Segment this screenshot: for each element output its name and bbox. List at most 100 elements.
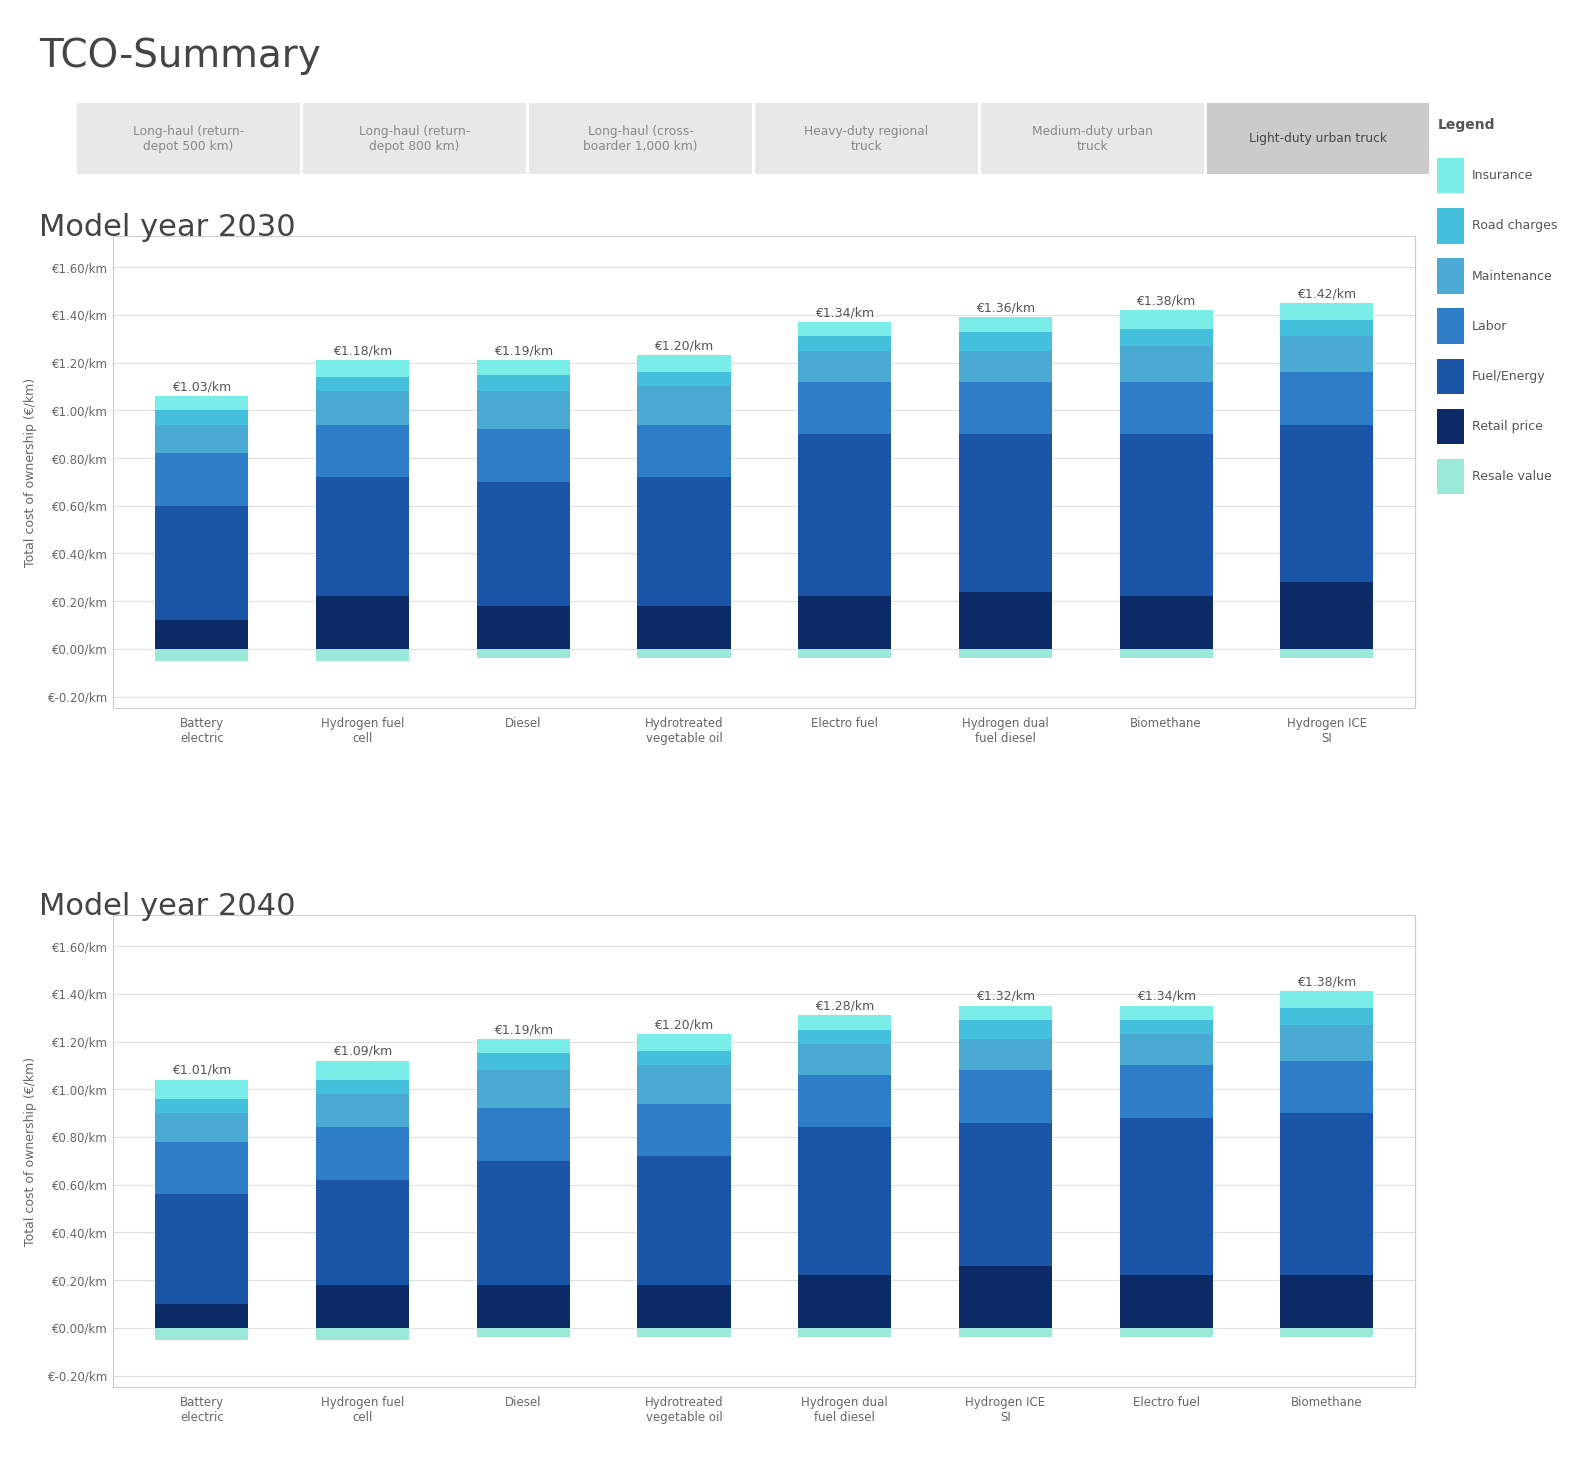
Bar [156, 396, 249, 410]
Bar [637, 1035, 731, 1051]
Text: €1.28/km: €1.28/km [815, 999, 875, 1013]
Bar [156, 410, 249, 425]
Bar [315, 376, 410, 391]
Text: Model year 2040: Model year 2040 [39, 892, 296, 921]
Text: Long-haul (return-
depot 500 km): Long-haul (return- depot 500 km) [132, 125, 244, 152]
Bar [958, 1020, 1053, 1039]
Bar [797, 1044, 892, 1075]
Bar [156, 1328, 249, 1340]
Bar [315, 1080, 410, 1094]
Bar [958, 382, 1053, 434]
Text: TCO-Summary: TCO-Summary [39, 37, 322, 75]
Text: €1.38/km: €1.38/km [1136, 294, 1196, 307]
Bar [1119, 345, 1214, 382]
Bar [476, 649, 571, 658]
Text: Road charges: Road charges [1472, 220, 1557, 232]
Bar [315, 1179, 410, 1286]
Bar [797, 1275, 892, 1328]
Bar [315, 477, 410, 596]
Text: Long-haul (return-
depot 800 km): Long-haul (return- depot 800 km) [359, 125, 470, 152]
Bar [1280, 303, 1373, 320]
Bar [476, 1160, 571, 1286]
Bar [156, 1194, 249, 1303]
Bar [476, 1070, 571, 1108]
Bar [1280, 372, 1373, 425]
Text: Long-haul (cross-
boarder 1,000 km): Long-haul (cross- boarder 1,000 km) [583, 125, 698, 152]
Text: Model year 2030: Model year 2030 [39, 213, 296, 242]
Bar [156, 1098, 249, 1113]
Bar [1119, 596, 1214, 649]
Bar [156, 453, 249, 506]
Bar [315, 360, 410, 376]
Bar [1280, 1008, 1373, 1024]
Bar [1280, 425, 1373, 582]
Bar [1280, 992, 1373, 1008]
Bar [637, 372, 731, 387]
Bar [797, 1075, 892, 1128]
Bar [1280, 582, 1373, 649]
Bar [958, 351, 1053, 382]
Text: €1.18/km: €1.18/km [333, 344, 392, 357]
Text: €1.34/km: €1.34/km [1136, 990, 1196, 1002]
Bar [637, 1328, 731, 1337]
Text: €1.34/km: €1.34/km [815, 306, 875, 319]
Bar [476, 607, 571, 649]
Text: Maintenance: Maintenance [1472, 270, 1552, 282]
Bar [1280, 1275, 1373, 1328]
Bar [1119, 329, 1214, 345]
Bar [1119, 434, 1214, 596]
Bar [958, 1070, 1053, 1123]
Bar [315, 596, 410, 649]
Bar [958, 1005, 1053, 1020]
Bar [1119, 1275, 1214, 1328]
Bar [637, 1286, 731, 1328]
Bar [1280, 649, 1373, 658]
Text: Insurance: Insurance [1472, 170, 1533, 182]
Bar [476, 430, 571, 481]
Bar [797, 1128, 892, 1275]
Bar [1280, 1024, 1373, 1061]
Text: Fuel/Energy: Fuel/Energy [1472, 370, 1546, 382]
Bar [797, 1328, 892, 1337]
Y-axis label: Total cost of ownership (€/km): Total cost of ownership (€/km) [24, 378, 36, 567]
Y-axis label: Total cost of ownership (€/km): Total cost of ownership (€/km) [24, 1057, 36, 1246]
Text: €1.19/km: €1.19/km [493, 1023, 553, 1036]
Bar [315, 1286, 410, 1328]
Bar [156, 425, 249, 453]
Bar [958, 434, 1053, 592]
Bar [476, 360, 571, 375]
Bar [958, 1328, 1053, 1337]
Bar [797, 351, 892, 382]
Bar [315, 649, 410, 661]
Bar [1119, 1066, 1214, 1117]
Bar [637, 607, 731, 649]
Bar [1119, 1035, 1214, 1066]
Text: Resale value: Resale value [1472, 471, 1552, 483]
Bar [476, 1039, 571, 1054]
Bar [637, 1051, 731, 1066]
Bar [1119, 310, 1214, 329]
Bar [156, 649, 249, 661]
Bar [797, 382, 892, 434]
Text: €1.03/km: €1.03/km [172, 381, 232, 393]
Bar [315, 391, 410, 425]
Bar [476, 1108, 571, 1160]
Bar [958, 1039, 1053, 1070]
Bar [958, 592, 1053, 649]
Text: Medium-duty urban
truck: Medium-duty urban truck [1032, 125, 1152, 152]
Text: €1.19/km: €1.19/km [493, 344, 553, 357]
Text: €1.20/km: €1.20/km [654, 1018, 714, 1032]
Bar [1119, 1005, 1214, 1020]
Bar [315, 425, 410, 477]
Bar [476, 375, 571, 391]
Bar [637, 1104, 731, 1156]
Bar [156, 1142, 249, 1194]
Text: Legend: Legend [1437, 118, 1494, 131]
Bar [1119, 1020, 1214, 1035]
Bar [156, 620, 249, 649]
Bar [1119, 1328, 1214, 1337]
Bar [1280, 1328, 1373, 1337]
Bar [1119, 1117, 1214, 1275]
Bar [797, 322, 892, 337]
Text: Labor: Labor [1472, 320, 1507, 332]
